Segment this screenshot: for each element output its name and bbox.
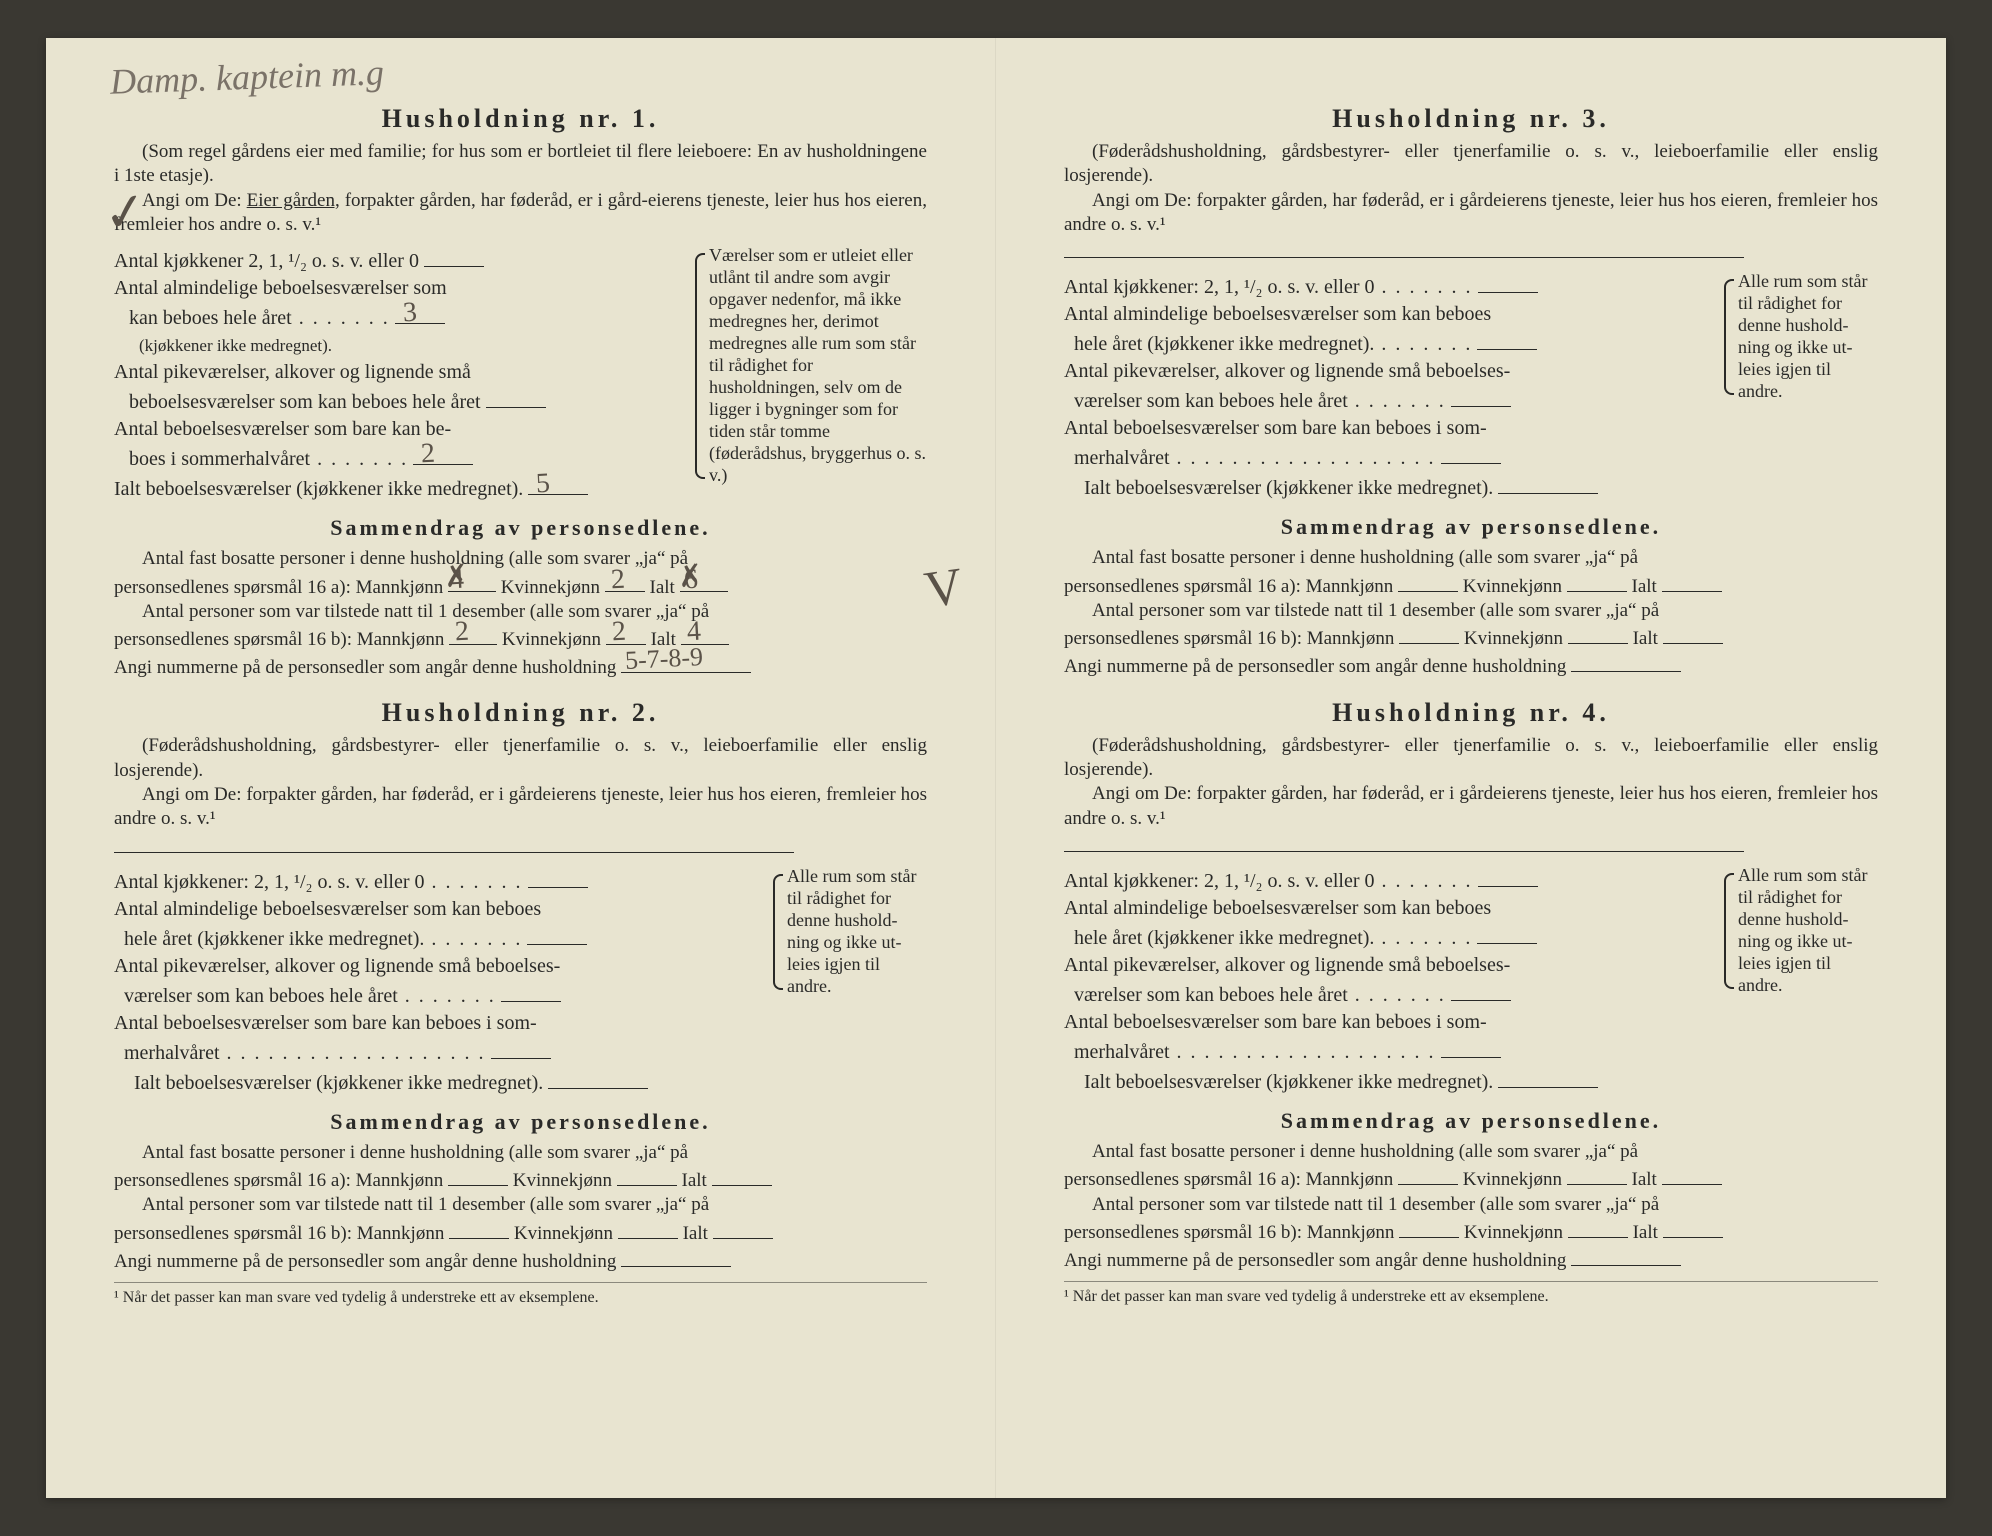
sidenote-3: Alle rum som står til rådighet for denne… [1728, 271, 1878, 403]
sidenote-2: Alle rum som står til rådighet for denne… [777, 866, 927, 998]
som-3: Antal beboelsesværelser som bare kan beb… [1064, 415, 1710, 472]
household-4: Husholdning nr. 4. (Føderådshusholdning,… [1064, 698, 1878, 1307]
hw-som: 2 [420, 435, 436, 473]
household-1: Husholdning nr. 1. (Som regel gårdens ei… [114, 104, 927, 680]
fast-3b: personsedlenes spørsmål 16 a): Mannkjønn… [1064, 571, 1878, 599]
alm-4: Antal almindelige beboelsesværelser som … [1064, 895, 1710, 952]
heading-4: Husholdning nr. 4. [1064, 698, 1878, 728]
til-1a: Antal personer som var tilstede natt til… [114, 600, 927, 624]
sammendrag-1: Sammendrag av personsedlene. [114, 515, 927, 541]
num-3: Angi nummerne på de personsedler som ang… [1064, 651, 1878, 679]
sidenote-4: Alle rum som står til rådighet for denne… [1728, 865, 1878, 997]
sommer-line: Antal beboelsesværelser som bare kan be-… [114, 416, 681, 473]
census-form: Damp. kaptein m.g Husholdning nr. 1. (So… [46, 38, 1946, 1498]
household-3: Husholdning nr. 3. (Føderådshusholdning,… [1064, 104, 1878, 680]
fast-3a: Antal fast bosatte personer i denne hush… [1064, 546, 1878, 570]
ialt-3: Ialt beboelsesværelser (kjøkkener ikke m… [1064, 472, 1710, 502]
intro-4: (Føderådshusholdning, gårdsbestyrer- ell… [1064, 734, 1878, 783]
til-2a: Antal personer som var tilstede natt til… [114, 1193, 927, 1217]
handwritten-annotation: Damp. kaptein m.g [109, 51, 384, 103]
angi-2: Angi om De: forpakter gården, har føderå… [114, 783, 927, 832]
kjok-4: Antal kjøkkener: 2, 1, ¹/₂ o. s. v. elle… [1064, 865, 1710, 895]
heading-1: Husholdning nr. 1. [114, 104, 927, 134]
ialt-line: Ialt beboelsesværelser (kjøkkener ikke m… [114, 473, 681, 503]
footnote-right: ¹ Når det passer kan man svare ved tydel… [1064, 1281, 1878, 1306]
page-left: Damp. kaptein m.g Husholdning nr. 1. (So… [46, 38, 996, 1498]
sammendrag-3: Sammendrag av personsedlene. [1064, 514, 1878, 540]
pike-line: Antal pikeværelser, alkover og lignende … [114, 359, 681, 416]
hw-numbers: 5-7-8-9 [624, 640, 704, 677]
heading-3: Husholdning nr. 3. [1064, 104, 1878, 134]
som-4: Antal beboelsesværelser som bare kan beb… [1064, 1009, 1710, 1066]
page-right: Husholdning nr. 3. (Føderådshusholdning,… [996, 38, 1946, 1498]
angi-4: Angi om De: forpakter gården, har føderå… [1064, 782, 1878, 831]
alm-line: Antal almindelige beboelsesværelser som … [114, 275, 681, 359]
kjokkener-line: Antal kjøkkener 2, 1, ¹/₂ o. s. v. eller… [114, 245, 681, 275]
fast-1b: personsedlenes spørsmål 16 a): Mannkjønn… [114, 572, 927, 600]
fast-4a: Antal fast bosatte personer i denne hush… [1064, 1140, 1878, 1164]
alm-2: Antal almindelige beboelsesværelser som … [114, 896, 759, 953]
til-4b: personsedlenes spørsmål 16 b): Mannkjønn… [1064, 1217, 1878, 1245]
big-v-mark: V [921, 553, 967, 624]
som-2: Antal beboelsesværelser som bare kan beb… [114, 1010, 759, 1067]
alm-3: Antal almindelige beboelsesværelser som … [1064, 301, 1710, 358]
heading-2: Husholdning nr. 2. [114, 698, 927, 728]
til-3b: personsedlenes spørsmål 16 b): Mannkjønn… [1064, 623, 1878, 651]
kjok-3: Antal kjøkkener: 2, 1, ¹/₂ o. s. v. elle… [1064, 271, 1710, 301]
ialt-2: Ialt beboelsesværelser (kjøkkener ikke m… [114, 1067, 759, 1097]
sammendrag-2: Sammendrag av personsedlene. [114, 1109, 927, 1135]
ialt-4: Ialt beboelsesværelser (kjøkkener ikke m… [1064, 1066, 1710, 1096]
fast-2a: Antal fast bosatte personer i denne hush… [114, 1141, 927, 1165]
kjok-2: Antal kjøkkener: 2, 1, ¹/₂ o. s. v. elle… [114, 866, 759, 896]
household-2: Husholdning nr. 2. (Føderådshusholdning,… [114, 698, 927, 1307]
fast-2b: personsedlenes spørsmål 16 a): Mannkjønn… [114, 1165, 927, 1193]
angi-1: ✓ Angi om De: Eier gården, forpakter går… [114, 189, 927, 238]
angi-3: Angi om De: forpakter gården, har føderå… [1064, 189, 1878, 238]
fast-1a: Antal fast bosatte personer i denne hush… [114, 547, 927, 571]
hw-ialt: 5 [535, 465, 551, 503]
til-4a: Antal personer som var tilstede natt til… [1064, 1193, 1878, 1217]
footnote-left: ¹ Når det passer kan man svare ved tydel… [114, 1282, 927, 1307]
intro-3: (Føderådshusholdning, gårdsbestyrer- ell… [1064, 140, 1878, 189]
num-4: Angi nummerne på de personsedler som ang… [1064, 1245, 1878, 1273]
sidenote-1: Værelser som er utleiet eller utlånt til… [699, 245, 927, 486]
til-3a: Antal personer som var tilstede natt til… [1064, 599, 1878, 623]
hw-mann-b: 2 [454, 614, 470, 651]
angi-pre: Angi om De: [142, 190, 247, 211]
sammendrag-4: Sammendrag av personsedlene. [1064, 1108, 1878, 1134]
hw-alm: 3 [402, 294, 418, 332]
intro-2: (Føderådshusholdning, gårdsbestyrer- ell… [114, 734, 927, 783]
pike-4: Antal pikeværelser, alkover og lignende … [1064, 952, 1710, 1009]
pike-3: Antal pikeværelser, alkover og lignende … [1064, 358, 1710, 415]
num-1: Angi nummerne på de personsedler som ang… [114, 652, 927, 680]
fast-4b: personsedlenes spørsmål 16 a): Mannkjønn… [1064, 1164, 1878, 1192]
check-mark: ✓ [72, 178, 152, 254]
til-1b: personsedlenes spørsmål 16 b): Mannkjønn… [114, 624, 927, 652]
intro-1: (Som regel gårdens eier med familie; for… [114, 140, 927, 189]
til-2b: personsedlenes spørsmål 16 b): Mannkjønn… [114, 1218, 927, 1246]
num-2: Angi nummerne på de personsedler som ang… [114, 1246, 927, 1274]
angi-underlined: Eier gården, [247, 190, 340, 211]
hw-kvin-a: 2 [610, 561, 626, 598]
pike-2: Antal pikeværelser, alkover og lignende … [114, 953, 759, 1010]
